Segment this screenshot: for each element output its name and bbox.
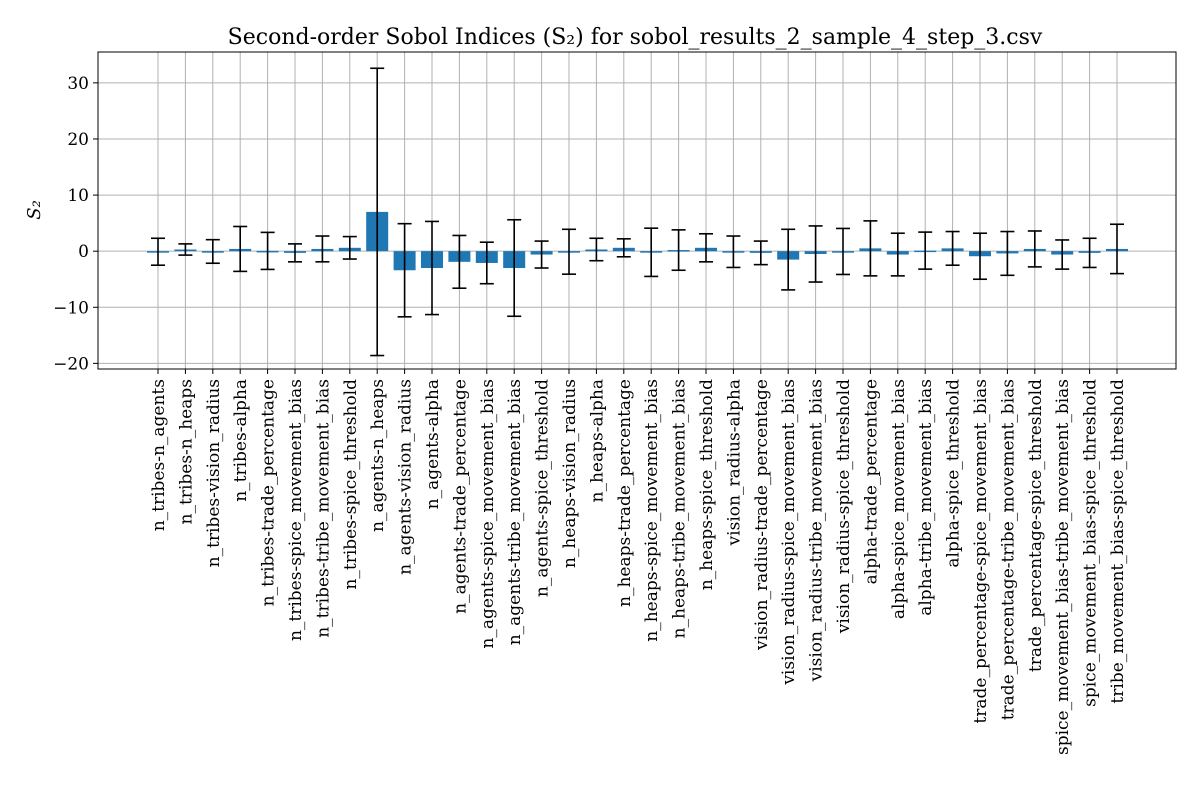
error-bars (151, 67, 1124, 357)
y-axis-label: S₂ (24, 200, 45, 220)
x-tick-label-spice_movement_bias-tribe_movement_bias: spice_movement_bias-tribe_movement_bias (1053, 379, 1073, 755)
x-tick-label-trade_percentage-spice_threshold: trade_percentage-spice_threshold (1026, 379, 1046, 672)
error-bar-n_heaps-spice_movement_bias (644, 227, 659, 278)
error-bar-n_heaps-tribe_movement_bias (671, 229, 686, 272)
error-bar-n_tribes-trade_percentage (260, 231, 275, 271)
error-bar-n_agents-tribe_movement_bias (507, 218, 522, 318)
x-tick-label-vision_radius-spice_movement_bias: vision_radius-spice_movement_bias (779, 379, 799, 686)
x-tick-label-tribe_movement_bias-spice_threshold: tribe_movement_bias-spice_threshold (1108, 379, 1128, 704)
chart-title: Second-order Sobol Indices (S₂) for sobo… (228, 25, 1043, 50)
x-tick-label-vision_radius-tribe_movement_bias: vision_radius-tribe_movement_bias (807, 379, 827, 682)
error-bar-n_tribes-n_agents (151, 237, 165, 267)
error-bar-n_tribes-n_heaps (178, 243, 193, 256)
x-tick-label-vision_radius-alpha: vision_radius-alpha (724, 379, 744, 546)
y-ticks: −20 −10 0 10 20 30 (53, 74, 98, 374)
x-tick-label-n_agents-vision_radius: n_agents-vision_radius (396, 379, 416, 575)
error-bar-n_tribes-spice_threshold (342, 235, 357, 260)
y-tick-label: 20 (67, 130, 89, 150)
error-bar-vision_radius-spice_movement_bias (781, 228, 796, 291)
x-tick-label-alpha-trade_percentage: alpha-trade_percentage (861, 379, 881, 584)
plot-frame (97, 51, 1177, 370)
error-bar-n_tribes-tribe_movement_bias (315, 235, 330, 263)
error-bar-trade_percentage-spice_threshold (1027, 230, 1042, 268)
x-tick-label-n_heaps-spice_movement_bias: n_heaps-spice_movement_bias (642, 379, 662, 642)
x-tick-label-trade_percentage-tribe_movement_bias: trade_percentage-tribe_movement_bias (998, 379, 1018, 720)
x-tick-label-n_tribes-tribe_movement_bias: n_tribes-tribe_movement_bias (313, 379, 333, 638)
x-tick-label-n_tribes-n_heaps: n_tribes-n_heaps (176, 379, 196, 524)
error-bar-n_agents-spice_movement_bias (479, 241, 494, 285)
error-bar-n_heaps-alpha (589, 237, 604, 262)
y-tick-label: 30 (67, 74, 89, 94)
x-tick-label-n_tribes-alpha: n_tribes-alpha (231, 379, 251, 502)
error-bar-n_heaps-spice_threshold (699, 232, 713, 263)
error-bar-vision_radius-alpha (726, 235, 741, 269)
error-bar-n_heaps-trade_percentage (616, 238, 631, 258)
x-tick-label-n_heaps-trade_percentage: n_heaps-trade_percentage (615, 379, 635, 607)
x-tick-label-alpha-tribe_movement_bias: alpha-tribe_movement_bias (916, 379, 936, 616)
x-tick-label-vision_radius-trade_percentage: vision_radius-trade_percentage (752, 379, 772, 651)
x-ticks: n_tribes-n_agents n_tribes-n_heaps n_tribe… (149, 369, 1128, 755)
y-tick-label: 10 (67, 186, 89, 206)
x-tick-label-n_tribes-spice_movement_bias: n_tribes-spice_movement_bias (286, 379, 306, 641)
error-bar-trade_percentage-spice_movement_bias (973, 232, 987, 281)
x-tick-label-n_agents-trade_percentage: n_agents-trade_percentage (450, 379, 470, 614)
error-bar-n_tribes-vision_radius (205, 238, 220, 265)
x-tick-label-n_agents-spice_threshold: n_agents-spice_threshold (533, 379, 553, 597)
error-bar-n_heaps-vision_radius (562, 228, 576, 275)
y-tick-label: 0 (78, 242, 89, 262)
error-bar-vision_radius-spice_threshold (836, 227, 850, 276)
error-bar-trade_percentage-tribe_movement_bias (1000, 230, 1015, 277)
x-tick-label-n_tribes-n_agents: n_tribes-n_agents (149, 379, 169, 531)
x-tick-label-vision_radius-spice_threshold: vision_radius-spice_threshold (834, 379, 854, 634)
error-bar-n_tribes-spice_movement_bias (288, 243, 302, 263)
error-bar-vision_radius-tribe_movement_bias (808, 225, 823, 283)
y-tick-label: −10 (53, 298, 89, 318)
error-bar-tribe_movement_bias-spice_threshold (1110, 223, 1124, 275)
error-bar-n_agents-alpha (425, 220, 439, 316)
error-bar-n_tribes-alpha (233, 225, 248, 273)
x-tick-label-n_heaps-spice_threshold: n_heaps-spice_threshold (697, 379, 717, 590)
error-bar-alpha-tribe_movement_bias (918, 231, 933, 270)
x-tick-label-trade_percentage-spice_movement_bias: trade_percentage-spice_movement_bias (971, 379, 991, 724)
x-tick-label-n_agents-tribe_movement_bias: n_agents-tribe_movement_bias (505, 379, 525, 645)
x-tick-label-n_heaps-tribe_movement_bias: n_heaps-tribe_movement_bias (670, 379, 690, 638)
error-bar-n_agents-n_heaps (370, 67, 385, 357)
error-bar-vision_radius-trade_percentage (753, 240, 768, 266)
error-bar-spice_movement_bias-tribe_movement_bias (1055, 239, 1070, 270)
x-tick-label-alpha-spice_movement_bias: alpha-spice_movement_bias (889, 379, 909, 619)
error-bar-spice_movement_bias-spice_threshold (1082, 237, 1097, 269)
y-tick-label: −20 (53, 354, 89, 374)
x-tick-label-spice_movement_bias-spice_threshold: spice_movement_bias-spice_threshold (1081, 379, 1101, 707)
grid (98, 52, 1176, 369)
x-tick-label-n_agents-spice_movement_bias: n_agents-spice_movement_bias (478, 379, 498, 649)
error-bar-alpha-trade_percentage (863, 220, 878, 277)
x-tick-label-n_agents-n_heaps: n_agents-n_heaps (368, 379, 388, 532)
x-tick-label-n_tribes-trade_percentage: n_tribes-trade_percentage (259, 379, 279, 606)
error-bar-n_agents-spice_threshold (534, 240, 549, 269)
error-bar-n_agents-vision_radius (397, 222, 412, 318)
error-bar-n_agents-trade_percentage (452, 234, 467, 290)
x-tick-label-n_tribes-spice_threshold: n_tribes-spice_threshold (341, 379, 361, 590)
x-tick-label-n_agents-alpha: n_agents-alpha (423, 379, 443, 509)
x-tick-label-alpha-spice_threshold: alpha-spice_threshold (944, 379, 964, 568)
error-bar-alpha-spice_movement_bias (890, 232, 905, 277)
x-tick-label-n_tribes-vision_radius: n_tribes-vision_radius (204, 379, 224, 567)
x-tick-label-n_heaps-vision_radius: n_heaps-vision_radius (560, 379, 580, 568)
x-tick-label-n_heaps-alpha: n_heaps-alpha (587, 379, 607, 502)
error-bar-alpha-spice_threshold (945, 230, 960, 267)
